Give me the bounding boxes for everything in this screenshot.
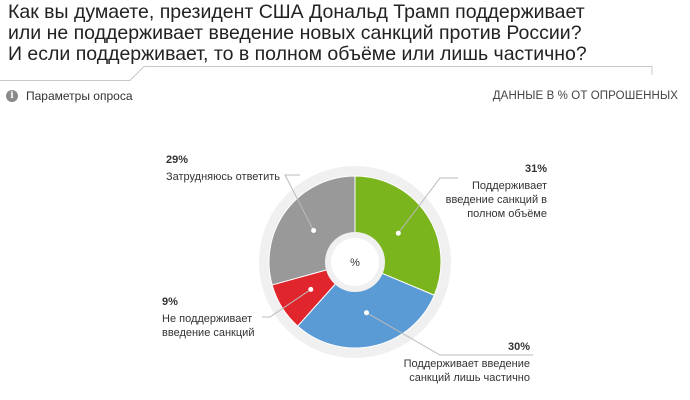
slice-text-no-support-2: введение санкций [162,327,255,339]
slice-text-no-support-1: Не поддерживает [162,313,253,325]
survey-params-label: Параметры опроса [26,89,133,103]
slice-value-full-support: 31% [524,163,547,175]
slice-value-partial-support: 30% [507,341,530,353]
slice-text-full-support-3: полном объёме [467,208,547,220]
leader-line-full-support [397,177,458,234]
info-icon: i [6,90,18,102]
slice-label-partial-support: 30% Поддерживает введение санкций лишь ч… [380,340,530,385]
slice-label-full-support: 31% Поддерживает введение санкций в полн… [415,162,547,221]
leader-dot-no-support [308,286,314,292]
survey-params-link[interactable]: i Параметры опроса [6,89,133,103]
title-line-3: И если поддерживает, то в полном объёме … [8,43,587,65]
leader-line-undecided [284,174,315,231]
slice-value-no-support: 9% [162,296,178,308]
slice-text-partial-support-2: санкций лишь частично [409,372,530,384]
leader-dot-partial-support [364,310,369,316]
pie-slice-partial-support [296,261,435,349]
slice-value-undecided: 29% [166,154,189,166]
slice-text-undecided-1: Затрудняюсь ответить [166,171,281,183]
header-divider [0,66,653,81]
slice-text-full-support-1: Поддерживает [472,180,547,192]
pie-center-inner [331,238,379,286]
units-note: ДАННЫЕ В % ОТ ОПРОШЕННЫХ [492,90,678,102]
slice-text-partial-support-1: Поддерживает введение [403,358,530,370]
leader-line-no-support [262,288,312,318]
leader-dot-full-support [395,230,401,236]
leader-dot-undecided [311,228,317,233]
slice-label-no-support: 9% Не поддерживает введение санкций [162,295,292,340]
title-line-2: или не поддерживает введение новых санкц… [8,22,582,44]
slice-label-undecided: 29% Затрудняюсь ответить [166,153,306,184]
leader-line-partial-support [366,312,533,356]
pie-center-label: % [350,257,360,269]
title-line-1: Как вы думаете, президент США Дональд Тр… [8,1,585,23]
page-title: Как вы думаете, президент США Дональд Тр… [8,2,648,65]
slice-text-full-support-2: введение санкций в [445,194,547,206]
